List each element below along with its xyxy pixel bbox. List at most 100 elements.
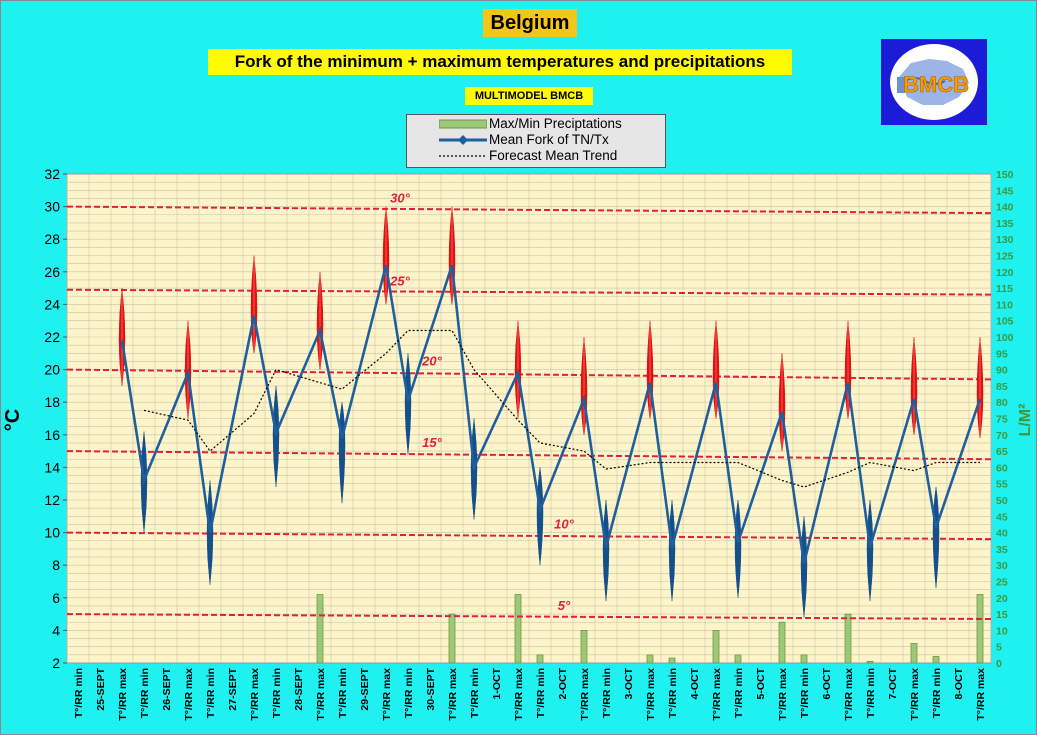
precip-bar [668, 657, 676, 664]
y-tick-label: 4 [52, 622, 60, 638]
precip-bar [734, 654, 742, 664]
bmcb-logo-graphic: BMCB [890, 44, 978, 120]
chart-subtitle: Fork of the minimum + maximum temperatur… [208, 49, 792, 75]
y2-tick-label: 135 [996, 218, 1014, 230]
x-tick-label: T°/RR max [777, 668, 789, 721]
y-tick-label: 12 [44, 492, 60, 508]
threshold-label: 20° [421, 354, 442, 369]
y-tick-label: 30 [44, 199, 60, 215]
x-tick-label: 7-OCT [887, 667, 899, 699]
chart-legend: Max/Min Preciptations Mean Fork of TN/Tx… [406, 114, 666, 168]
x-tick-label: T°/RR min [535, 668, 547, 718]
logo-text: BMCB [903, 72, 969, 97]
y-tick-label: 14 [44, 459, 60, 475]
y2-tick-label: 10 [996, 625, 1008, 637]
chart-title: Belgium [483, 9, 577, 37]
precip-bar [800, 654, 808, 664]
mean-legend-swatch [439, 135, 487, 145]
threshold-line [66, 205, 992, 215]
threshold-line [66, 613, 992, 620]
y-tick-label: 22 [44, 329, 60, 345]
y2-tick-label: 60 [996, 462, 1008, 474]
threshold-line [66, 368, 992, 381]
y-tick-label: 20 [44, 362, 60, 378]
legend-item-mean: Mean Fork of TN/Tx [407, 132, 663, 148]
x-tick-label: 2-OCT [557, 667, 569, 699]
y2-tick-label: 45 [996, 511, 1008, 523]
x-tick-label: T°/RR max [711, 668, 723, 721]
precip-bar [866, 660, 874, 664]
x-tick-label: 27-SEPT [227, 667, 239, 710]
mean-fork-line [120, 264, 982, 564]
y2-tick-label: 75 [996, 414, 1008, 426]
threshold-line [66, 531, 992, 541]
x-tick-label: T°/RR max [645, 668, 657, 721]
y2-tick-label: 20 [996, 593, 1008, 605]
threshold-label: 25° [389, 274, 410, 289]
y2-tick-label: 80 [996, 397, 1008, 409]
threshold-label: 5° [558, 598, 571, 613]
precip-bar [778, 621, 786, 664]
y2-tick-label: 65 [996, 446, 1008, 458]
y2-tick-label: 5 [996, 642, 1002, 654]
legend-item-trend: Forecast Mean Trend [407, 148, 663, 164]
y2-tick-label: 55 [996, 479, 1008, 491]
y2-tick-label: 130 [996, 234, 1014, 246]
y2-tick-label: 35 [996, 544, 1008, 556]
y-tick-label: 32 [44, 166, 60, 182]
x-tick-label: 3-OCT [623, 667, 635, 699]
model-label: MULTIMODEL BMCB [465, 87, 593, 105]
y2-tick-label: 145 [996, 185, 1014, 197]
x-tick-label: T°/RR min [733, 668, 745, 718]
threshold-label: 15° [422, 435, 442, 450]
y-tick-label: 10 [44, 525, 60, 541]
x-tick-label: T°/RR min [469, 668, 481, 718]
x-tick-label: 26-SEPT [161, 667, 173, 710]
x-tick-label: T°/RR min [931, 668, 943, 718]
x-tick-label: T°/RR min [799, 668, 811, 718]
bmcb-logo: BMCB [881, 39, 987, 125]
x-tick-label: T°/RR min [271, 668, 283, 718]
x-tick-label: T°/RR max [381, 668, 393, 721]
x-tick-label: T°/RR min [403, 668, 415, 718]
precip-bar [712, 630, 720, 664]
y2-axis-title: L/M² [1017, 404, 1034, 437]
y-tick-label: 18 [44, 394, 60, 410]
x-tick-label: 6-OCT [821, 667, 833, 699]
y2-tick-label: 90 [996, 365, 1008, 377]
threshold-line [66, 288, 992, 296]
y2-tick-label: 0 [996, 658, 1002, 670]
x-tick-label: T°/RR min [73, 668, 85, 718]
precip-legend-swatch [439, 119, 487, 129]
y-tick-label: 28 [44, 231, 60, 247]
x-tick-label: T°/RR max [117, 668, 129, 721]
legend-item-precip: Max/Min Preciptations [407, 116, 663, 132]
y2-tick-label: 70 [996, 430, 1008, 442]
x-tick-label: T°/RR min [667, 668, 679, 718]
x-tick-label: T°/RR max [513, 668, 525, 721]
threshold-label: 30° [390, 191, 410, 206]
threshold-line [66, 450, 992, 461]
precip-bar [844, 613, 852, 664]
legend-label-mean: Mean Fork of TN/Tx [489, 132, 609, 147]
y2-tick-label: 120 [996, 267, 1014, 279]
x-tick-label: T°/RR max [843, 668, 855, 721]
y-tick-label: 8 [52, 557, 60, 573]
precip-bar [646, 654, 654, 664]
precip-bar [910, 643, 918, 664]
y2-tick-label: 100 [996, 332, 1014, 344]
x-tick-label: 1-OCT [491, 667, 503, 699]
x-tick-label: 25-SEPT [95, 667, 107, 710]
x-tick-label: T°/RR min [865, 668, 877, 718]
x-tick-label: T°/RR max [249, 668, 261, 721]
precip-bar [976, 594, 984, 664]
x-tick-label: T°/RR max [975, 668, 987, 721]
y-axis-title: °C [2, 409, 24, 431]
y2-tick-label: 95 [996, 348, 1008, 360]
x-tick-label: T°/RR max [447, 668, 459, 721]
y-tick-label: 26 [44, 264, 60, 280]
y2-tick-label: 15 [996, 609, 1008, 621]
precip-bar [316, 594, 324, 664]
y2-tick-label: 150 [996, 169, 1014, 181]
precip-bar [932, 656, 940, 664]
